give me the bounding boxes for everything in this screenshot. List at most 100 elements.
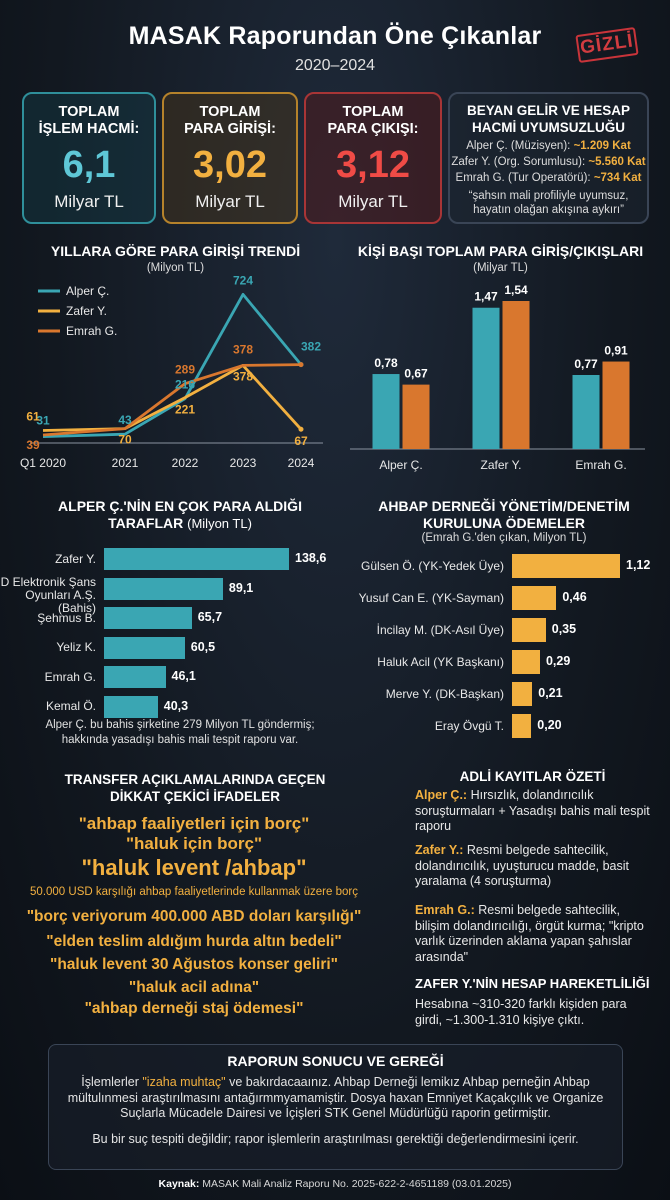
stat-label: TOPLAM — [199, 104, 261, 120]
hbar-bar — [512, 554, 620, 578]
hbar-category-line: İncilay M. (DK-Asıl Üye) — [376, 622, 504, 637]
adli-person-name: Alper Ç.: — [415, 788, 468, 802]
bar — [602, 361, 630, 449]
bar-value-label: 0,78 — [374, 356, 398, 370]
hbar-category-line: Yusuf Can E. (YK-Sayman) — [358, 590, 504, 605]
hbar-category-label: Yusuf Can E. (YK-Sayman) — [340, 590, 504, 605]
adli-zafer: Zafer Y.: Resmi belgede sahtecilik, dola… — [415, 843, 650, 890]
adli-alper: Alper Ç.: Hırsızlık, dolandırıcılık soru… — [415, 788, 650, 835]
adli-person-text: Resmi belgede sahtecilik, dolandırıcılık… — [415, 843, 630, 888]
result-highlight: "izaha muhtaç" — [142, 1075, 226, 1089]
note-line: Alper Ç. bu bahis şirketine 279 Milyon T… — [45, 719, 315, 731]
adli-person-name: Emrah G.: — [415, 903, 475, 917]
hbar-bar — [104, 577, 223, 600]
hbar2-title: AHBAP DERNEĞİ YÖNETİM/DENETİM KURULUNA Ö… — [345, 498, 663, 532]
hbar-category-label: Kemal Ö. — [0, 700, 96, 713]
series-line — [42, 363, 302, 437]
mismatch-row: Zafer Y. (Org. Sorumlusu): ~5.560 Kat — [450, 156, 647, 168]
stat-label: TOPLAM — [342, 104, 404, 120]
transfer-quote: "haluk levent 30 Ağustos konser geliri" — [49, 956, 339, 973]
hbar2-title-line: KURULUNA ÖDEMELER — [422, 515, 586, 531]
data-label: 378 — [233, 369, 253, 383]
hbar-value-label: 0,29 — [545, 654, 571, 668]
hbar-category-label: Emrah G. — [0, 670, 96, 684]
hbar-category-label: Merve Y. (DK-Başkan) — [340, 687, 504, 701]
hbar-category-label: Haluk Acil (YK Başkanı) — [340, 655, 504, 669]
x-tick-label: Zafer Y. — [481, 458, 522, 472]
hbar2-chart: Gülsen Ö. (YK-Yedek Üye) 1,12 Yusuf Can E.… — [340, 548, 670, 748]
bar-value-label: 0,77 — [574, 357, 598, 371]
transfer-title: TRANSFER AÇIKLAMALARINDA GEÇEN DİKKAT ÇE… — [40, 771, 350, 805]
hbar-category-line: Gülsen Ö. (YK-Yedek Üye) — [361, 558, 504, 573]
mismatch-card: BEYAN GELİR VE HESAP HACMİ UYUMSUZLUĞU Al… — [448, 92, 649, 224]
hbar-category-line: Şehmus B. — [37, 610, 96, 625]
adli-person-name: Zafer Y.: — [415, 843, 464, 857]
transfer-title-line: TRANSFER AÇIKLAMALARINDA GEÇEN — [64, 772, 326, 787]
bar-value-label: 0,67 — [404, 367, 428, 381]
stat-label: TOPLAM — [58, 104, 120, 120]
stat-total-out: TOPLAM PARA ÇIKIŞI: 3,12 Milyar TL — [304, 92, 442, 224]
hbar-bar — [512, 650, 540, 674]
bar-chart-title: KİŞİ BAŞI TOPLAM PARA GİRİŞ/ÇIKIŞLARI — [357, 243, 644, 259]
result-text: ve bakırdacaaınız. Ahbap Derneği lemikız… — [67, 1075, 604, 1120]
header: MASAK Raporundan Öne Çıkanlar 2020–2024 — [0, 22, 670, 75]
x-tick-label: Q1 2020 — [20, 456, 66, 470]
hbar-category-line: Oyunları A.Ş. (Bahis) — [25, 587, 96, 615]
mismatch-name: Zafer Y. (Org. Sorumlusu): — [451, 156, 586, 168]
hbar-value-label: 40,3 — [163, 698, 189, 713]
mismatch-row: Emrah G. (Tur Operatörü): ~734 Kat — [450, 172, 647, 184]
transfer-quote: "ahbap faaliyetleri için borç" — [78, 814, 310, 833]
hbar-value-label: 0,20 — [537, 718, 562, 732]
legend-label: Alper Ç. — [66, 284, 109, 298]
hesap-text: Hesabına ~310-320 farklı kişiden para gi… — [415, 997, 627, 1027]
hbar-bar — [512, 682, 533, 706]
mismatch-title: HACMİ UYUMSUZLUĞU — [472, 120, 625, 135]
hbar-category-label: İncilay M. (DK-Asıl Üye) — [340, 622, 504, 637]
result-disclaimer: Bu bir suç tespiti değildir; rapor işlem… — [92, 1131, 579, 1146]
data-label: 31 — [36, 414, 50, 428]
hbar-bar — [104, 695, 158, 718]
hbar-bar — [512, 618, 546, 642]
page-subtitle: 2020–2024 — [294, 57, 376, 74]
data-label: 382 — [301, 340, 321, 354]
stat-total-volume: TOPLAM İŞLEM HACMİ: 6,1 Milyar TL — [22, 92, 156, 224]
transfer-quote: "ahbap derneği staj ödemesi" — [84, 1000, 304, 1017]
hbar1-title-unit: (Milyon TL) — [187, 516, 252, 531]
hbar-value-label: 1,12 — [626, 558, 651, 572]
quote-line: hayatın olağan akışına aykırı” — [473, 204, 624, 216]
mismatch-row: Alper Ç. (Müzisyen): ~1.209 Kat — [450, 140, 647, 152]
hbar-category-line: Kemal Ö. — [45, 699, 96, 713]
transfer-title-line: DİKKAT ÇEKİCİ İFADELER — [109, 789, 280, 804]
source-text: MASAK Mali Analiz Raporu No. 2025-622-2-… — [199, 1178, 512, 1190]
bar — [372, 374, 400, 449]
hbar-category-line: Zafer Y. — [55, 551, 96, 566]
x-tick-label: 2021 — [112, 456, 139, 470]
hesap-title: ZAFER Y.'NİN HESAP HAREKETLİLİĞİ — [415, 976, 650, 991]
transfer-quote: "haluk levent /ahbap" — [81, 855, 307, 880]
data-label: 70 — [118, 433, 132, 447]
stat-total-in: TOPLAM PARA GİRİŞİ: 3,02 Milyar TL — [162, 92, 298, 224]
hbar-value-label: 60,5 — [190, 639, 216, 654]
result-title: RAPORUN SONUCU VE GEREĞİ — [227, 1053, 444, 1069]
line-chart: Alper Ç. Zafer Y. Emrah G. 31 43 216 724 382 61 7… — [20, 275, 323, 470]
stat-value: 3,12 — [336, 144, 410, 186]
stat-unit: Milyar TL — [338, 192, 408, 211]
stat-label: PARA GİRİŞİ: — [184, 121, 276, 137]
hbar-value-label: 0,35 — [551, 622, 577, 636]
transfer-quote: "elden teslim aldığım hurda altın bedeli… — [46, 933, 342, 950]
hbar2-title-line: AHBAP DERNEĞİ YÖNETİM/DENETİM — [378, 498, 630, 514]
hbar-bar — [512, 714, 532, 738]
hbar1-title: ALPER Ç.'NİN EN ÇOK PARA ALDIĞI TARAFLAR… — [30, 498, 330, 532]
hbar-category-label: D Elektronik Şans Oyunları A.Ş. (Bahis) — [0, 575, 96, 615]
series-line — [42, 364, 303, 432]
hbar-bar — [512, 586, 557, 610]
data-label: 724 — [233, 275, 253, 287]
data-point — [298, 362, 304, 368]
x-tick-label: Alper Ç. — [379, 458, 422, 472]
hbar-value-label: 0,46 — [562, 590, 587, 604]
hbar-category-line: Yeliz K. — [56, 640, 96, 654]
hbar1-chart: Zafer Y. 138,6 D Elektronik Şans Oyunları A… — [0, 540, 340, 718]
legend-label: Emrah G. — [66, 324, 117, 338]
hbar-category-line: Eray Övgü T. — [434, 718, 504, 733]
line-chart-title: YILLARA GÖRE PARA GİRİŞİ TRENDİ — [50, 243, 301, 259]
